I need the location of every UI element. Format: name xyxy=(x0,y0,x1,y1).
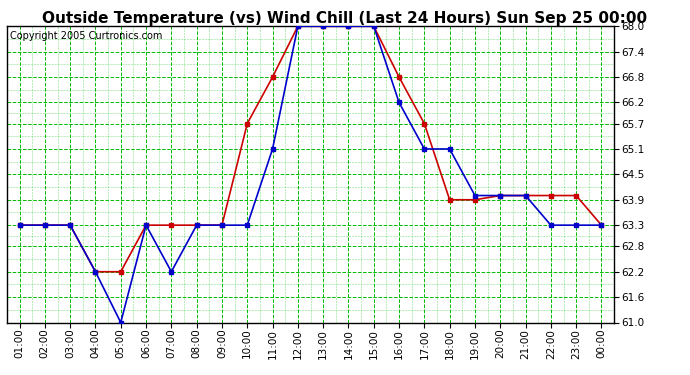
Text: Outside Temperature (vs) Wind Chill (Last 24 Hours) Sun Sep 25 00:00: Outside Temperature (vs) Wind Chill (Las… xyxy=(43,11,647,26)
Text: Copyright 2005 Curtronics.com: Copyright 2005 Curtronics.com xyxy=(10,31,162,41)
